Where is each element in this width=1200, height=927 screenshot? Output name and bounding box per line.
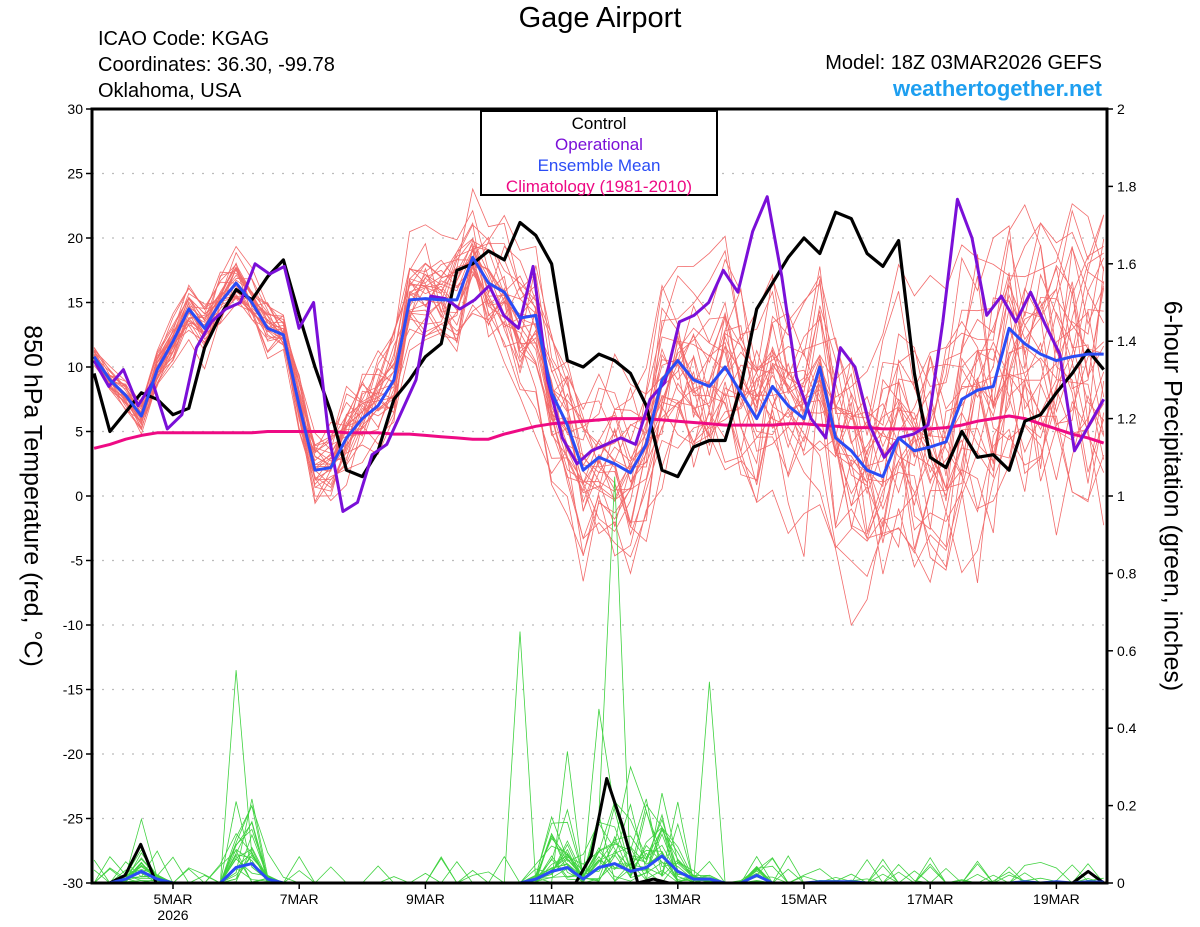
x-tick-year-label: 2026 [157,907,188,923]
ensemble-member-temp-line [93,236,1105,492]
ensemble-member-temp-line [93,222,1105,497]
x-tick-label: 19MAR [1033,891,1080,907]
y-tick-label: -5 [71,553,84,569]
model-run: Model: 18Z 03MAR2026 GEFS [825,52,1102,74]
x-tick-label: 9MAR [406,891,445,907]
y-tick-label: 5 [75,424,83,440]
y-tick-label: 10 [67,359,83,375]
y-right-tick-label: 1.6 [1117,256,1137,272]
ensemble-member-precip-line [94,793,1104,883]
coordinates: Coordinates: 36.30, -99.78 [98,54,335,76]
ensemble-member-temp-line [93,209,1105,627]
y-right-tick-label: 0.6 [1117,643,1137,659]
y-tick-label: -10 [63,617,83,633]
x-tick-label: 11MAR [529,891,575,907]
brand-link[interactable]: weathertogether.net [892,76,1102,101]
ensemble-members-group [92,187,1106,883]
ensemble-member-temp-line [93,222,1104,583]
y-tick-label: -20 [63,746,83,762]
legend-operational: Operational [555,135,643,154]
y-right-tick-label: 0.4 [1117,720,1137,736]
chart-title: Gage Airport [518,2,682,34]
y-right-tick-label: 0 [1117,875,1125,891]
y-tick-label: 20 [67,230,83,246]
legend: Control Operational Ensemble Mean Climat… [480,110,718,196]
ensemble-member-temp-line [93,209,1105,503]
y-tick-label: 30 [67,101,83,117]
y-tick-label: -15 [63,682,83,698]
y-right-tick-label: 2 [1117,101,1125,117]
ensemble-member-temp-line [93,248,1105,536]
y-right-tick-label: 1.4 [1117,333,1137,349]
x-tick-label: 13MAR [654,891,701,907]
operational-line [92,195,1106,513]
ensemble-mean-line [92,255,1104,479]
control-line [92,210,1105,479]
climatology-1981-2010-line [93,414,1105,450]
y-right-tick-label: 0.2 [1117,798,1137,814]
y-tick-label: -25 [63,811,83,827]
y-axis-label-right: 6-hour Precipitation (green, inches) [1158,300,1187,692]
ensemble-member-temp-line [93,203,1105,474]
ensemble-member-temp-line [93,252,1104,584]
control-precip-line [94,777,1105,883]
ensemble-member-precip-line [94,803,1104,883]
y-tick-label: 15 [67,295,83,311]
y-tick-label: 25 [67,166,83,182]
y-right-tick-label: 1.8 [1117,178,1137,194]
y-tick-label: 0 [75,488,83,504]
y-right-tick-label: 1.2 [1117,411,1137,427]
x-tick-label: 5MAR [154,891,193,907]
region: Oklahoma, USA [98,80,242,102]
x-tick-label: 7MAR [280,891,319,907]
y-right-tick-label: 0.8 [1117,565,1137,581]
ensemble-member-precip-line [94,681,1104,883]
y-right-tick-label: 1 [1117,488,1125,504]
ensemble-member-precip-line [94,845,1105,883]
ensemble-member-temp-line [93,268,1105,533]
ensemble-member-precip-line [94,708,1104,883]
ensemble-member-temp-line [93,245,1105,548]
ensemble-member-precip-line [94,846,1104,883]
x-tick-label: 15MAR [781,891,828,907]
y-tick-label: -30 [63,875,83,891]
legend-control: Control [571,114,627,133]
y-axis-label-left: 850 hPa Temperature (red, °C) [18,325,47,667]
ensemble-member-temp-line [93,235,1105,582]
x-tick-label: 17MAR [907,891,954,907]
legend-climatology: Climatology (1981-2010) [505,177,693,196]
icao-code: ICAO Code: KGAG [98,28,270,50]
legend-ensemble-mean: Ensemble Mean [537,156,661,175]
ensemble-mean-precip-line [94,854,1104,883]
